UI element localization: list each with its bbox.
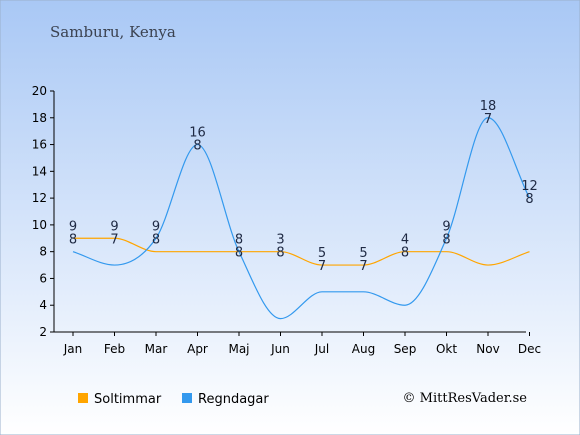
x-tick-label: Jul — [314, 342, 329, 356]
chart-title: Samburu, Kenya — [50, 23, 176, 41]
legend: Soltimmar Regndagar — [78, 392, 269, 407]
data-label-soltimmar: 8 — [442, 232, 450, 247]
data-label-soltimmar: 8 — [152, 232, 160, 247]
y-tick-label: 16 — [32, 138, 47, 152]
x-tick-label: Jan — [63, 342, 83, 356]
data-label-regndagar: 12 — [521, 179, 538, 194]
data-label-soltimmar: 8 — [69, 232, 77, 247]
line-soltimmar — [73, 237, 530, 266]
data-label-regndagar: 16 — [189, 126, 206, 141]
series-lines — [72, 117, 531, 320]
y-tick-label: 14 — [32, 164, 47, 178]
data-label-regndagar: 5 — [359, 246, 367, 261]
legend-label-soltimmar: Soltimmar — [94, 392, 162, 407]
x-tick-label: Dec — [518, 342, 541, 356]
x-ticks: Jan Feb Mar Apr Maj Jun Jul Aug Sep Okt Nov Dec — [63, 332, 541, 356]
credit-text: © MittResVader.se — [403, 391, 528, 406]
data-label-regndagar: 8 — [235, 233, 243, 248]
legend-label-regndagar: Regndagar — [198, 392, 269, 407]
x-tick-label: Sep — [394, 342, 417, 356]
data-label-soltimmar: 7 — [484, 112, 492, 127]
x-tick-label: Maj — [228, 342, 249, 356]
x-tick-label: Mar — [145, 342, 168, 356]
data-label-regndagar: 4 — [401, 233, 409, 248]
y-tick-label: 2 — [39, 325, 47, 339]
y-tick-label: 6 — [39, 271, 47, 285]
legend-swatch-regndagar — [182, 393, 192, 403]
line-regndagar — [72, 117, 531, 320]
y-tick-label: 20 — [32, 84, 47, 98]
y-tick-label: 4 — [39, 298, 47, 312]
data-label-regndagar: 9 — [152, 219, 160, 234]
x-tick-label: Apr — [187, 342, 208, 356]
x-tick-label: Aug — [352, 342, 375, 356]
data-label-soltimmar: 7 — [318, 259, 326, 274]
data-label-regndagar: 18 — [480, 99, 497, 114]
data-label-regndagar: 9 — [69, 219, 77, 234]
data-label-soltimmar: 7 — [110, 232, 118, 247]
data-label-regndagar: 9 — [442, 219, 450, 234]
data-label-soltimmar: 8 — [401, 246, 409, 261]
data-label-soltimmar: 8 — [276, 246, 284, 261]
y-tick-label: 12 — [32, 191, 47, 205]
x-tick-label: Nov — [476, 342, 499, 356]
data-label-soltimmar: 8 — [525, 192, 533, 207]
x-tick-label: Feb — [104, 342, 125, 356]
data-label-regndagar: 9 — [110, 219, 118, 234]
y-tick-label: 18 — [32, 111, 47, 125]
data-label-soltimmar: 8 — [193, 139, 201, 154]
data-label-soltimmar: 8 — [235, 246, 243, 261]
x-tick-label: Jun — [270, 342, 290, 356]
data-label-regndagar: 5 — [318, 246, 326, 261]
data-label-soltimmar: 7 — [359, 259, 367, 274]
y-tick-label: 10 — [32, 218, 47, 232]
data-label-regndagar: 3 — [276, 233, 284, 248]
legend-swatch-soltimmar — [78, 393, 88, 403]
y-tick-label: 8 — [39, 245, 47, 259]
x-tick-label: Okt — [436, 342, 457, 356]
y-ticks: 2 4 6 8 10 12 14 16 18 20 — [32, 84, 54, 339]
